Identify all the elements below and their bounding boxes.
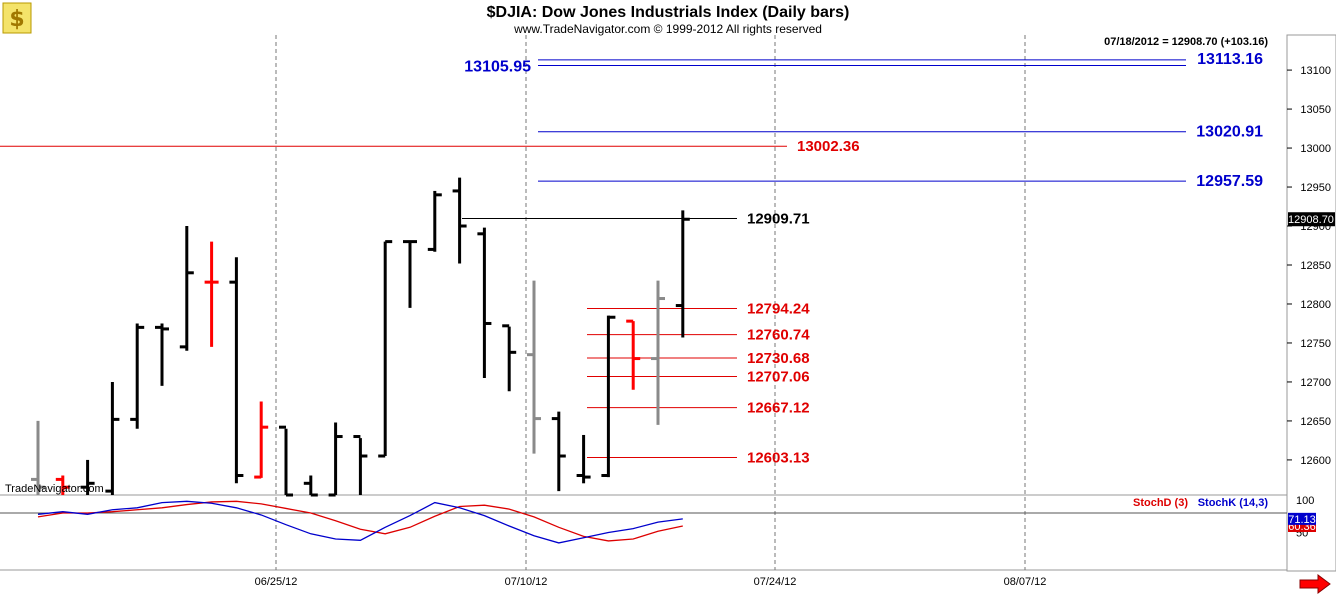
price-level-label: 12667.12 [747, 400, 810, 417]
watermark: TradeNavigator.com [5, 483, 104, 495]
ohlc-bar [626, 319, 641, 390]
ohlc-bar [130, 323, 145, 429]
stoch-series-line [37, 500, 683, 542]
ohlc-bar [551, 411, 566, 492]
price-tick-label: 12700 [1300, 377, 1331, 389]
right-axis-panel [1286, 34, 1336, 572]
ohlc-bar [179, 226, 194, 351]
ohlc-bar [31, 420, 45, 495]
ohlc-bar [353, 435, 368, 495]
price-axis: 1260012650127001275012800128501290012950… [1287, 65, 1331, 467]
ohlc-bar [80, 459, 95, 495]
date-tick-label: 07/10/12 [505, 576, 548, 588]
price-tick-label: 13050 [1300, 104, 1331, 116]
chart-title: $DJIA: Dow Jones Industrials Index (Dail… [487, 4, 850, 21]
price-level-label: 12957.59 [1196, 173, 1263, 190]
current-price-tag: 12908.70 [1288, 212, 1335, 227]
price-level-label: 13002.36 [797, 138, 860, 155]
ohlc-bar [576, 434, 591, 484]
price-level-label: 12603.13 [747, 449, 810, 466]
price-level-label: 13105.95 [464, 58, 531, 75]
stoch-last-label: 71.13 [1288, 514, 1316, 526]
last-quote: 07/18/2012 = 12908.70 (+103.16) [1104, 36, 1268, 48]
legend-stochK: StochK (14,3) [1198, 497, 1269, 509]
date-tick-label: 08/07/12 [1004, 576, 1047, 588]
stoch-series-line [37, 500, 683, 544]
price-levels: 13113.16 13105.95 13020.91 13002.36 12957.59… [0, 51, 1263, 466]
ohlc-bar [651, 280, 665, 425]
price-tick-label: 12850 [1300, 260, 1331, 272]
stoch-last-tag [1288, 512, 1316, 525]
price-tick-label: 13100 [1300, 65, 1331, 77]
price-tick-label: 13000 [1300, 143, 1331, 155]
price-level-label: 12909.71 [747, 210, 810, 227]
price-tick-label: 12950 [1300, 182, 1331, 194]
ohlc-bar [55, 475, 70, 495]
ohlc-bar [378, 240, 393, 458]
ohlc-bar [675, 210, 690, 338]
price-level-label: 12794.24 [747, 300, 810, 317]
ohlc-bar [279, 425, 293, 497]
price-level-label: 12760.74 [747, 327, 810, 344]
price-tick-label: 12800 [1300, 299, 1331, 311]
price-pane [0, 35, 1287, 495]
scroll-right-arrow-icon[interactable] [1299, 574, 1331, 594]
price-level-label: 12730.68 [747, 350, 810, 367]
price-tick-label: 12600 [1300, 455, 1331, 467]
price-level-label: 13020.91 [1196, 124, 1263, 141]
ohlc-bar [254, 401, 269, 479]
legend-stochD: StochD (3) [1133, 497, 1188, 509]
date-tick-label: 06/25/12 [255, 576, 298, 588]
price-tick-label: 12750 [1300, 338, 1331, 350]
trade-navigator-logo-icon[interactable]: $ [2, 2, 32, 34]
ohlc-bar [502, 324, 517, 392]
date-tick-label: 07/24/12 [754, 576, 797, 588]
current-price-label: 12908.70 [1288, 214, 1334, 226]
ohlc-bar [403, 240, 417, 308]
ohlc-bar [303, 475, 318, 497]
price-level-label: 13113.16 [1197, 51, 1263, 68]
svg-text:$: $ [9, 7, 24, 32]
ohlc-bar [527, 280, 541, 454]
ohlc-bar [452, 177, 467, 264]
ohlc-bar [155, 323, 169, 386]
ohlc-bar [601, 315, 616, 478]
ohlc-bar [204, 241, 219, 347]
price-level-label: 12707.06 [747, 368, 810, 385]
price-tick-label: 12650 [1300, 416, 1331, 428]
ohlc-bar [328, 422, 343, 497]
grid-lines [275, 35, 1026, 570]
copyright-text: www.TradeNavigator.com © 1999-2012 All r… [513, 22, 822, 36]
ohlc-bar [427, 190, 442, 252]
ohlc-bar [105, 381, 120, 495]
ohlc-bar [477, 227, 492, 379]
ohlc-bars [31, 177, 690, 497]
date-axis: 06/25/12 07/10/12 07/24/12 08/07/12 [255, 576, 1047, 588]
ohlc-bar [229, 257, 244, 484]
stoch-tick-label: 100 [1296, 495, 1314, 507]
